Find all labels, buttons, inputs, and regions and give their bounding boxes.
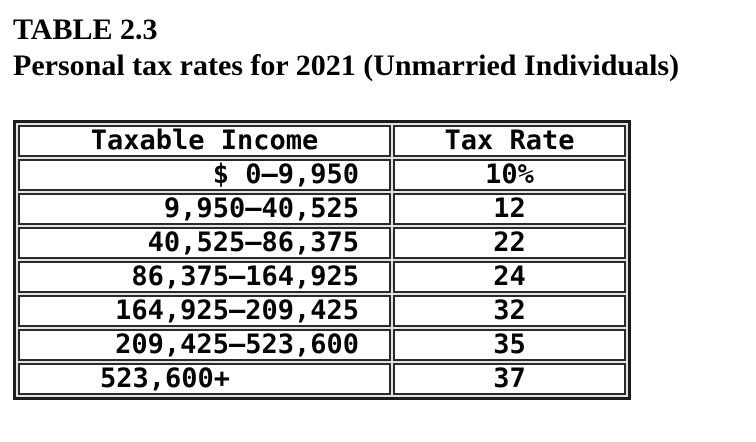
table-row: $ 0–9,950 10% [18,159,626,191]
table-body: $ 0–9,950 10% 9,950–40,525 12 40,525–86,375 2… [18,159,626,395]
tax-rate-table: Taxable Income Tax Rate $ 0–9,950 10% 9,95… [13,120,631,400]
tax-rate-cell: 35 [393,329,626,361]
column-header-taxable-income: Taxable Income [18,125,391,157]
taxable-income-cell: 86,375–164,925 [18,261,391,293]
tax-rate-cell: 22 [393,227,626,259]
taxable-income-cell: 164,925–209,425 [18,295,391,327]
table-row: 164,925–209,425 32 [18,295,626,327]
tax-rate-cell: 37 [393,363,626,395]
table-title: Personal tax rates for 2021 (Unmarried I… [13,49,680,82]
table-row: 9,950–40,525 12 [18,193,626,225]
table-row: 40,525–86,375 22 [18,227,626,259]
taxable-income-cell: 9,950–40,525 [18,193,391,225]
table-label: TABLE 2.3 [13,13,158,46]
tax-rate-cell: 32 [393,295,626,327]
table-row: 209,425–523,600 35 [18,329,626,361]
tax-rate-cell: 24 [393,261,626,293]
table-row: 86,375–164,925 24 [18,261,626,293]
taxable-income-cell: 209,425–523,600 [18,329,391,361]
tax-rate-cell: 10% [393,159,626,191]
table-heading: TABLE 2.3 Personal tax rates for 2021 (U… [13,12,756,84]
taxable-income-cell: $ 0–9,950 [18,159,391,191]
column-header-tax-rate: Tax Rate [393,125,626,157]
table-header-row: Taxable Income Tax Rate [18,125,626,157]
taxable-income-cell: 40,525–86,375 [18,227,391,259]
tax-rate-cell: 12 [393,193,626,225]
table-row: 523,600+ 37 [18,363,626,395]
taxable-income-cell: 523,600+ [18,363,391,395]
